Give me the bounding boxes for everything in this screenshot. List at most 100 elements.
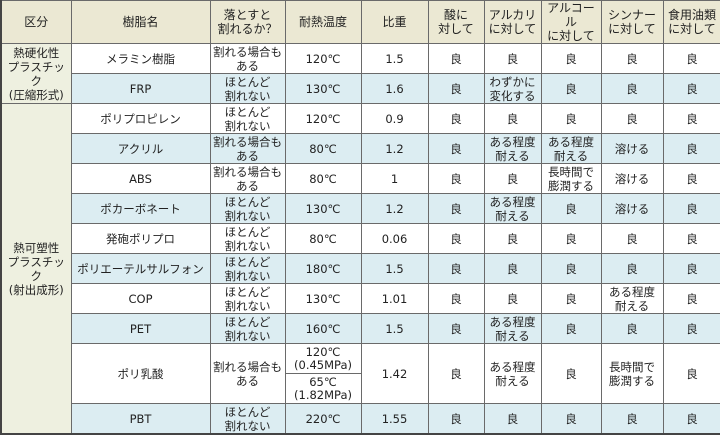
- cell-name: FRP: [70, 73, 211, 104]
- header-alkali: アルカリ に対して: [483, 0, 542, 44]
- table-row: FRP ほとんど 割れない 130℃ 1.6 良わずかに 変化する良良良: [1, 73, 720, 104]
- cell-acid: 良: [427, 43, 485, 74]
- table-row: ポリ乳酸 割れる場合も ある 120℃ (0.45MPa) 65℃ (1.82MPa)…: [1, 343, 720, 404]
- cell-alkali: 良: [483, 43, 542, 74]
- cell-drop: ほとんど 割れない: [209, 283, 286, 314]
- header-category: 区分: [0, 0, 72, 44]
- cell-alkali: わずかに 変化する: [483, 73, 542, 104]
- cell-name: ポリプロピレン: [70, 103, 211, 134]
- cell-drop: ほとんど 割れない: [209, 223, 286, 254]
- cell-heat: 130℃: [284, 283, 362, 314]
- cell-thinner: 溶ける: [600, 193, 664, 224]
- cell-gravity: 0.9: [360, 103, 429, 134]
- heat-split: 120℃ (0.45MPa) 65℃ (1.82MPa): [286, 345, 360, 403]
- table-row: ABS 割れる場合も ある 80℃ 1 良良長時間で 膨潤する 溶ける良: [1, 163, 720, 194]
- cell-alkali: 良: [483, 403, 542, 435]
- category-cell: 熱可塑性 プラスチック (射出成形): [0, 103, 72, 435]
- table-row: 発砲ポリプロ ほとんど 割れない 80℃ 0.06 良良良良良: [1, 223, 720, 254]
- cell-alcohol: 良: [540, 103, 602, 134]
- cell-heat: 80℃: [284, 223, 362, 254]
- cell-alcohol: ある程度 耐える: [540, 133, 602, 164]
- cell-alcohol: 良: [540, 403, 602, 435]
- cell-thinner: 良: [600, 103, 664, 134]
- cell-gravity: 1: [360, 163, 429, 194]
- cell-name: ポリエーテルサルフォン: [70, 253, 211, 284]
- cell-alcohol: 良: [540, 223, 602, 254]
- cell-heat: 180℃: [284, 253, 362, 284]
- table-row: 熱可塑性 プラスチック (射出成形) ポリプロピレン ほとんど 割れない 120℃ 0.…: [0, 103, 720, 435]
- cell-name: 発砲ポリプロ: [70, 223, 211, 254]
- cell-drop: 割れる場合も ある: [209, 43, 286, 74]
- cell-gravity: 1.42: [360, 343, 429, 404]
- table-row: 熱硬化性 プラスチック (圧縮形式) メラミン樹脂 割れる場合も ある 120℃ 1.5…: [0, 43, 720, 104]
- cell-gravity: 1.5: [360, 43, 429, 74]
- cell-thinner: 良: [600, 313, 664, 344]
- cell-alcohol: 長時間で 膨潤する: [540, 163, 602, 194]
- cell-alkali: 良: [483, 163, 542, 194]
- cell-gravity: 1.5: [360, 313, 429, 344]
- cell-acid: 良: [427, 283, 485, 314]
- cell-gravity: 1.6: [360, 73, 429, 104]
- header-specific-gravity: 比重: [360, 0, 429, 44]
- cell-heat: 80℃: [284, 163, 362, 194]
- table-row: ポカーボネート ほとんど 割れない 130℃ 1.2 良ある程度 耐える良溶ける良: [1, 193, 720, 224]
- cell-oil: 良: [662, 313, 720, 344]
- cell-heat: 120℃: [284, 103, 362, 134]
- cell-heat: 220℃: [284, 403, 362, 435]
- cell-alkali: 良: [483, 103, 542, 134]
- cell-acid: 良: [427, 103, 485, 134]
- cell-oil: 良: [662, 223, 720, 254]
- header-acid: 酸に 対して: [427, 0, 485, 44]
- cell-name: ポリ乳酸: [70, 343, 211, 404]
- cell-thinner: 良: [600, 253, 664, 284]
- cell-gravity: 1.2: [360, 133, 429, 164]
- cell-drop: ほとんど 割れない: [209, 73, 286, 104]
- cell-heat: 160℃: [284, 313, 362, 344]
- cell-alcohol: 良: [540, 253, 602, 284]
- cell-gravity: 0.06: [360, 223, 429, 254]
- cell-oil: 良: [662, 403, 720, 435]
- cell-thinner: 良: [600, 43, 664, 74]
- cell-oil: 良: [662, 103, 720, 134]
- cell-alkali: 良: [483, 283, 542, 314]
- cell-name: COP: [70, 283, 211, 314]
- header-drop-breakage: 落とすと 割れるか？: [209, 0, 286, 44]
- cell-alkali: ある程度 耐える: [483, 193, 542, 224]
- cell-alcohol: 良: [540, 193, 602, 224]
- cell-acid: 良: [427, 163, 485, 194]
- cell-thinner: 良: [600, 73, 664, 104]
- cell-alcohol: 良: [540, 343, 602, 404]
- cell-gravity: 1.55: [360, 403, 429, 435]
- cell-drop: ほとんど 割れない: [209, 313, 286, 344]
- cell-alcohol: 良: [540, 283, 602, 314]
- cell-name: アクリル: [70, 133, 211, 164]
- header-row: 区分 樹脂名 落とすと 割れるか？ 耐熱温度 比重 酸に 対して アルカリ に対して アルコー…: [0, 0, 720, 44]
- cell-thinner: 溶ける: [600, 163, 664, 194]
- cell-heat: 130℃: [284, 193, 362, 224]
- cell-drop: ほとんど 割れない: [209, 253, 286, 284]
- cell-drop: ほとんど 割れない: [209, 193, 286, 224]
- cell-heat: 80℃: [284, 133, 362, 164]
- cell-thinner: 良: [600, 223, 664, 254]
- cell-acid: 良: [427, 193, 485, 224]
- cell-heat2: 65℃ (1.82MPa): [294, 374, 352, 402]
- cell-acid: 良: [427, 403, 485, 435]
- cell-oil: 良: [662, 73, 720, 104]
- cell-heat: 120℃ (0.45MPa): [286, 345, 360, 374]
- cell-acid: 良: [427, 343, 485, 404]
- cell-name: メラミン樹脂: [70, 43, 211, 74]
- header-heat-resistance: 耐熱温度: [284, 0, 362, 44]
- cell-acid: 良: [427, 73, 485, 104]
- header-thinner: シンナー に対して: [600, 0, 664, 44]
- header-edible-oil: 食用油類 に対して: [662, 0, 720, 44]
- cell-alkali: ある程度 耐える: [483, 343, 542, 404]
- cell-drop: 割れる場合も ある: [209, 133, 286, 164]
- cell-thinner: 良: [600, 403, 664, 435]
- cell-alkali: ある程度 耐える: [483, 313, 542, 344]
- cell-alcohol: 良: [540, 73, 602, 104]
- header-alcohol: アルコール に対して: [540, 0, 602, 44]
- table-row: PET ほとんど 割れない 160℃ 1.5 良ある程度 耐える良良良: [1, 313, 720, 344]
- cell-name: PET: [70, 313, 211, 344]
- cell-thinner: 長時間で 膨潤する: [600, 343, 664, 404]
